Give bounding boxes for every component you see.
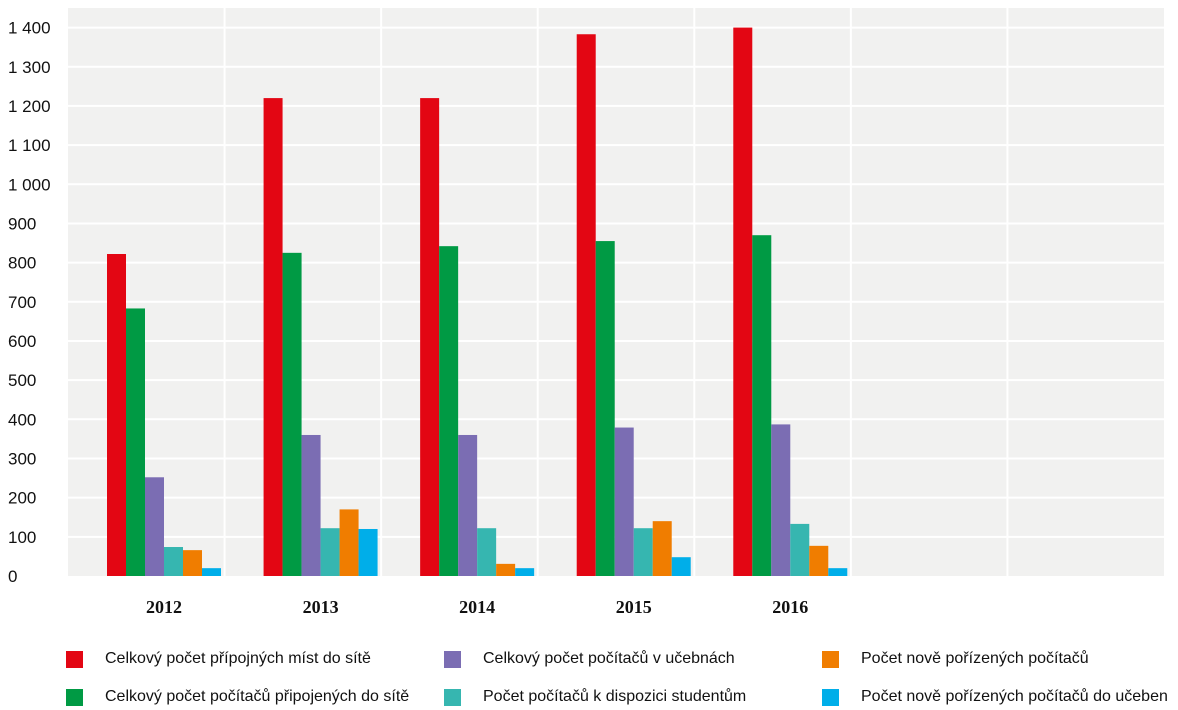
legend: Celkový počet přípojných míst do sítě Cel… bbox=[66, 648, 1176, 708]
bar bbox=[301, 434, 321, 576]
bar bbox=[515, 568, 535, 576]
y-tick-label: 800 bbox=[8, 254, 36, 273]
bar bbox=[439, 246, 459, 576]
legend-label: Počet počítačů k dispozici studentům bbox=[483, 688, 747, 705]
bar bbox=[733, 27, 753, 577]
legend-item: Počet nově pořízených počítačů do učeben bbox=[822, 686, 1176, 708]
legend-swatch bbox=[822, 650, 839, 668]
bar bbox=[263, 98, 283, 576]
y-axis-tick-labels: 0 100 200 300 400 500 600 700 800 900 1 000 1 100 1 … bbox=[8, 19, 51, 586]
bar bbox=[420, 98, 440, 576]
bar bbox=[595, 241, 615, 576]
bar bbox=[828, 568, 848, 576]
x-tick-label: 2016 bbox=[772, 597, 808, 617]
y-tick-label: 700 bbox=[8, 293, 36, 312]
bar bbox=[633, 528, 653, 576]
bar bbox=[496, 563, 516, 576]
bar bbox=[614, 427, 634, 576]
bar bbox=[339, 509, 359, 576]
bar bbox=[282, 252, 302, 577]
legend-item: Celkový počet počítačů v učebnách bbox=[444, 648, 822, 670]
bar bbox=[809, 545, 829, 576]
legend-swatch bbox=[822, 688, 839, 706]
bar bbox=[107, 254, 126, 577]
legend-label: Počet nově pořízených počítačů do učeben bbox=[861, 688, 1168, 705]
bar bbox=[652, 521, 672, 576]
y-tick-label: 0 bbox=[8, 567, 17, 586]
bar bbox=[576, 34, 596, 576]
legend-swatch bbox=[444, 688, 461, 706]
bar bbox=[358, 528, 378, 576]
bar bbox=[752, 235, 772, 576]
legend-swatch bbox=[66, 688, 83, 706]
x-tick-label: 2014 bbox=[459, 597, 495, 617]
x-tick-label: 2013 bbox=[303, 597, 339, 617]
bar-chart: 0 100 200 300 400 500 600 700 800 900 1 000 1 100 1 … bbox=[8, 8, 1164, 617]
legend-label: Celkový počet přípojných míst do sítě bbox=[105, 650, 371, 667]
legend-item: Celkový počet počítačů připojených do sí… bbox=[66, 686, 444, 708]
y-tick-label: 1 100 bbox=[8, 136, 51, 155]
y-tick-label: 200 bbox=[8, 489, 36, 508]
bar bbox=[202, 568, 221, 576]
y-tick-label: 100 bbox=[8, 528, 36, 547]
bar bbox=[477, 528, 497, 576]
y-tick-label: 1 400 bbox=[8, 19, 51, 38]
legend-item: Celkový počet přípojných míst do sítě bbox=[66, 648, 444, 670]
bar bbox=[671, 557, 691, 576]
y-tick-label: 1 300 bbox=[8, 58, 51, 77]
bar bbox=[145, 477, 164, 576]
legend-label: Celkový počet počítačů v učebnách bbox=[483, 650, 735, 667]
bar bbox=[320, 528, 340, 576]
bar bbox=[126, 308, 145, 576]
x-tick-label: 2012 bbox=[146, 597, 182, 617]
bar bbox=[164, 547, 183, 576]
y-tick-label: 300 bbox=[8, 449, 36, 468]
y-tick-label: 900 bbox=[8, 214, 36, 233]
bar bbox=[183, 550, 202, 576]
legend-label: Počet nově pořízených počítačů bbox=[861, 650, 1089, 667]
y-tick-label: 400 bbox=[8, 410, 36, 429]
legend-label: Celkový počet počítačů připojených do sí… bbox=[105, 688, 410, 705]
y-tick-label: 500 bbox=[8, 371, 36, 390]
gridlines bbox=[68, 8, 1164, 576]
bars bbox=[107, 27, 848, 577]
bar bbox=[790, 523, 810, 576]
legend-swatch bbox=[66, 650, 83, 668]
y-tick-label: 1 200 bbox=[8, 97, 51, 116]
x-axis-tick-labels: 2012 2013 2014 2015 2016 bbox=[146, 597, 808, 617]
legend-item: Počet počítačů k dispozici studentům bbox=[444, 686, 822, 708]
y-tick-label: 600 bbox=[8, 332, 36, 351]
bar bbox=[771, 424, 791, 576]
x-tick-label: 2015 bbox=[616, 597, 652, 617]
y-tick-label: 1 000 bbox=[8, 175, 51, 194]
legend-swatch bbox=[444, 650, 461, 668]
legend-item: Počet nově pořízených počítačů bbox=[822, 648, 1176, 670]
bar bbox=[458, 434, 478, 576]
